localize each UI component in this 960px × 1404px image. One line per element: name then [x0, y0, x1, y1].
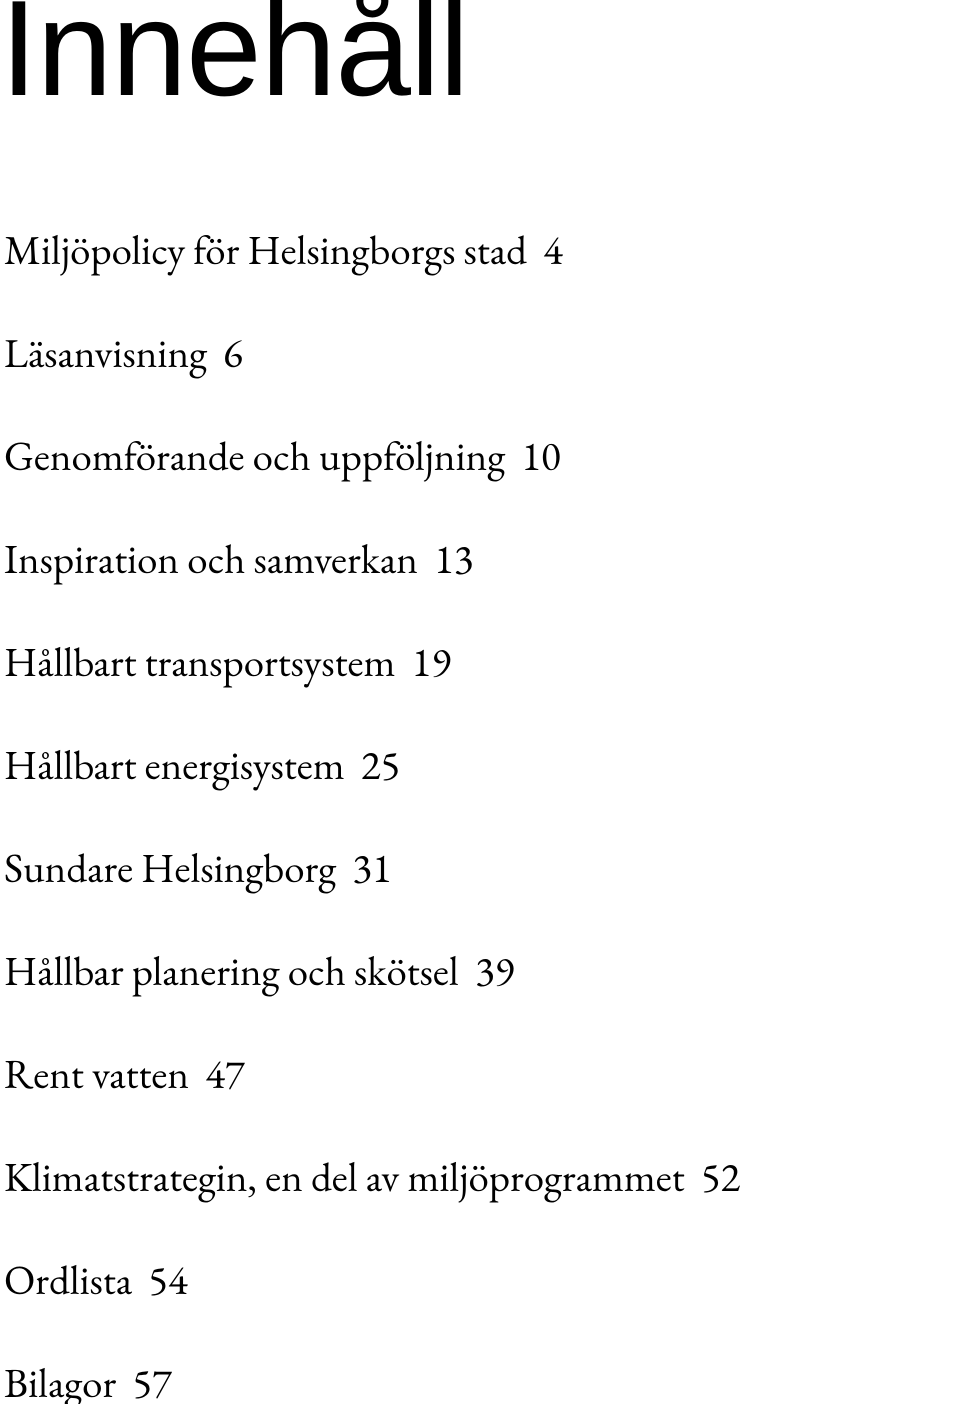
- toc-entry-label: Klimatstrategin, en del av miljöprogramm…: [4, 1151, 685, 1204]
- toc-entry: Ordlista 54: [4, 1260, 904, 1301]
- toc-entry-label: Läsanvisning: [4, 327, 207, 380]
- toc-entry-label: Hållbar planering och skötsel: [4, 945, 459, 998]
- toc-entry-page: 31: [352, 842, 391, 895]
- toc-entry: Miljöpolicy för Helsingborgs stad 4: [4, 230, 904, 271]
- toc-entry-label: Bilagor: [4, 1357, 116, 1404]
- toc-entry: Bilagor 57: [4, 1363, 904, 1404]
- toc-entry: Genomförande och uppföljning 10: [4, 436, 904, 477]
- toc-entry-page: 6: [223, 327, 243, 380]
- toc-entry-page: 39: [475, 945, 514, 998]
- toc-entry-label: Genomförande och uppföljning: [4, 430, 505, 483]
- toc-entry: Inspiration och samverkan 13: [4, 539, 904, 580]
- toc-entry-label: Inspiration och samverkan: [4, 533, 418, 586]
- toc-entry: Hållbar planering och skötsel 39: [4, 951, 904, 992]
- toc-entry: Rent vatten 47: [4, 1054, 904, 1095]
- toc-entry: Läsanvisning 6: [4, 333, 904, 374]
- toc-entry-label: Miljöpolicy för Helsingborgs stad: [4, 224, 527, 277]
- toc-entry-label: Hållbart energisystem: [4, 739, 345, 792]
- toc-entry-label: Ordlista: [4, 1254, 132, 1307]
- toc-entry-page: 52: [701, 1151, 740, 1204]
- toc-entry-label: Rent vatten: [4, 1048, 189, 1101]
- toc-entry-page: 47: [205, 1048, 244, 1101]
- toc-entry-page: 54: [148, 1254, 187, 1307]
- toc-entry: Hållbart energisystem 25: [4, 745, 904, 786]
- toc-entry-page: 25: [361, 739, 400, 792]
- toc-entry: Klimatstrategin, en del av miljöprogramm…: [4, 1157, 904, 1198]
- toc-entry-page: 19: [412, 636, 451, 689]
- toc-entry-page: 57: [132, 1357, 171, 1404]
- table-of-contents: Miljöpolicy för Helsingborgs stad 4 Läsa…: [4, 230, 904, 1404]
- toc-entry-page: 10: [521, 430, 560, 483]
- document-page: Innehåll Miljöpolicy för Helsingborgs st…: [0, 0, 960, 1404]
- toc-entry-page: 4: [543, 224, 563, 277]
- toc-entry-label: Sundare Helsingborg: [4, 842, 336, 895]
- toc-entry: Sundare Helsingborg 31: [4, 848, 904, 889]
- toc-entry-page: 13: [434, 533, 473, 586]
- toc-entry: Hållbart transportsystem 19: [4, 642, 904, 683]
- toc-entry-label: Hållbart transportsystem: [4, 636, 395, 689]
- page-title: Innehåll: [0, 0, 468, 116]
